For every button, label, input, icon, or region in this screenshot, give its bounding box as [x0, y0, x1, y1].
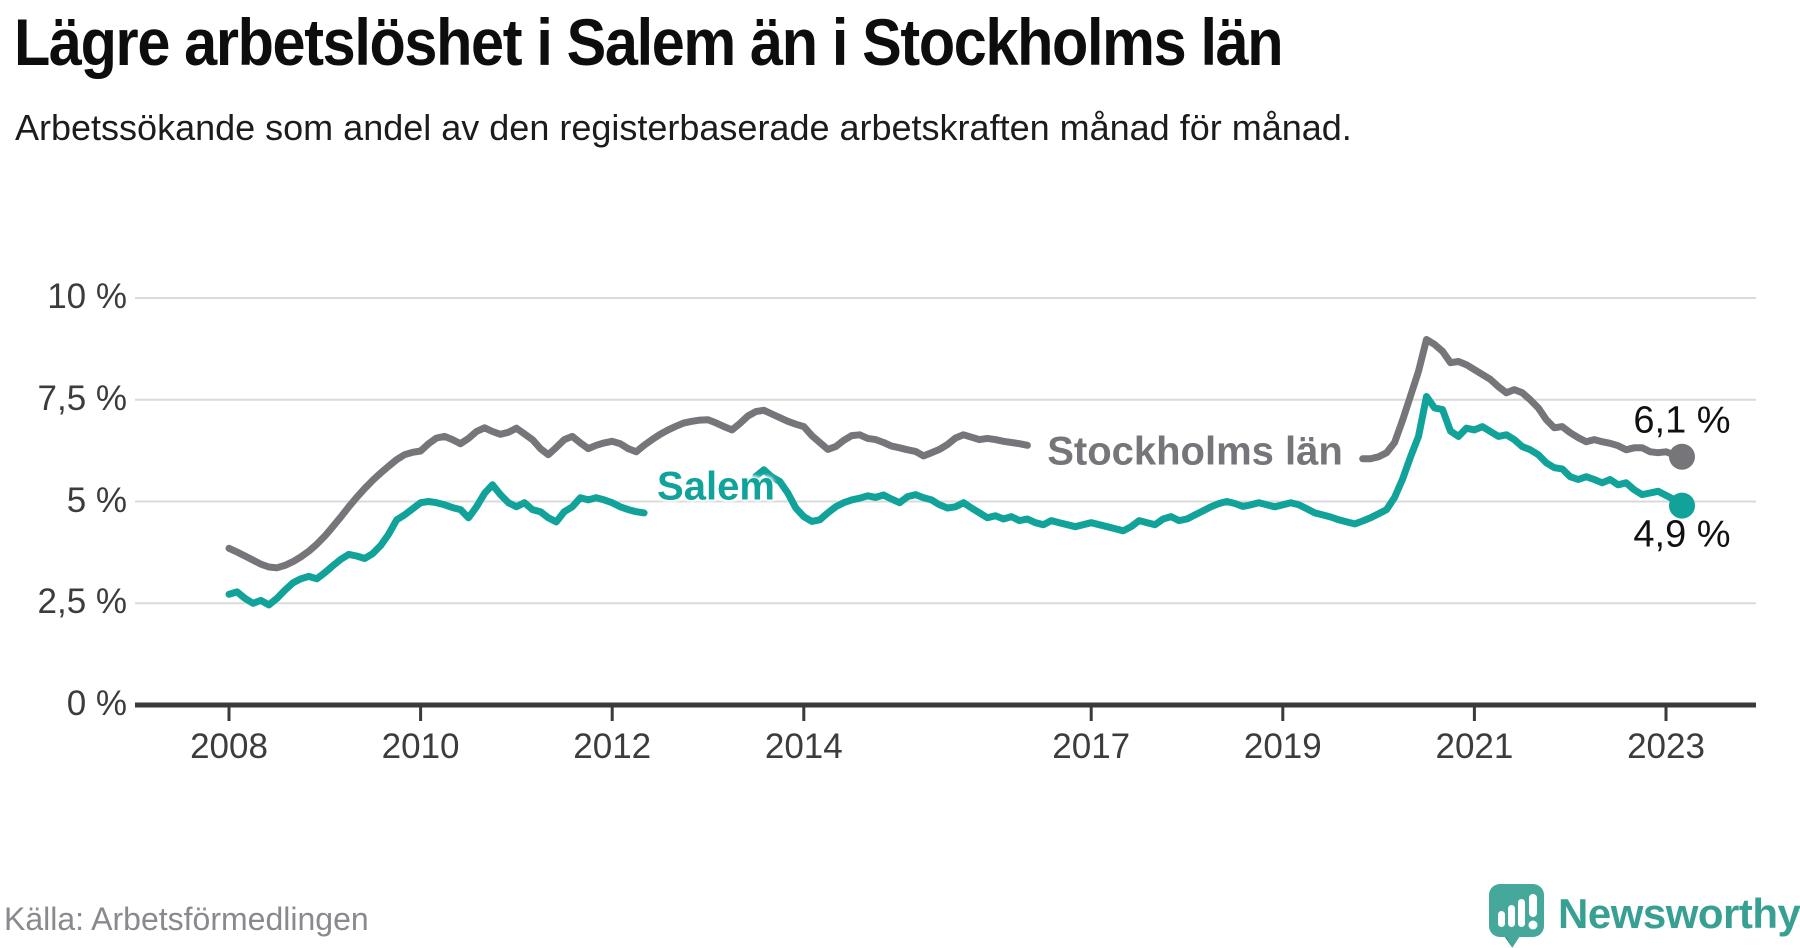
y-tick-label: 10 % [47, 277, 127, 317]
y-tick-label: 7,5 % [37, 378, 128, 418]
series-line-stockholms-l-n [225, 406, 1031, 572]
end-value-label: 6,1 % [1633, 399, 1731, 442]
series-label-stockholms-l-n: Stockholms län [1047, 429, 1343, 474]
chart-subtitle: Arbetssökande som andel av den registerb… [15, 107, 1352, 148]
newsworthy-logo: Newsworthy [1489, 884, 1800, 948]
newsworthy-icon [1489, 884, 1544, 948]
source-note: Källa: Arbetsförmedlingen [4, 901, 369, 937]
x-tick-label: 2010 [381, 727, 460, 766]
x-tick-label: 2023 [1627, 727, 1705, 766]
x-tick-label: 2012 [573, 727, 652, 766]
y-tick-label: 5 % [66, 480, 127, 520]
series-label-salem: Salem [657, 464, 775, 509]
x-tick-label: 2019 [1243, 727, 1322, 766]
x-tick-label: 2014 [764, 727, 843, 766]
newsworthy-wordmark: Newsworthy [1558, 890, 1800, 937]
series-line-stockholms-l-n [1359, 336, 1686, 463]
x-tick-label: 2021 [1435, 727, 1514, 766]
y-tick-label: 2,5 % [37, 582, 128, 622]
page-title: Lägre arbetslöshet i Salem än i Stockhol… [14, 5, 1284, 79]
end-dot-salem [1669, 492, 1695, 519]
x-tick-label: 2008 [190, 727, 268, 766]
series-line-salem [752, 393, 1686, 535]
series-line-salem [225, 481, 648, 609]
x-tick-label: 2017 [1052, 727, 1131, 766]
end-value-label: 4,9 % [1633, 513, 1731, 556]
end-dot-stockholms-l-n [1669, 443, 1695, 470]
y-tick-label: 0 % [66, 684, 127, 724]
